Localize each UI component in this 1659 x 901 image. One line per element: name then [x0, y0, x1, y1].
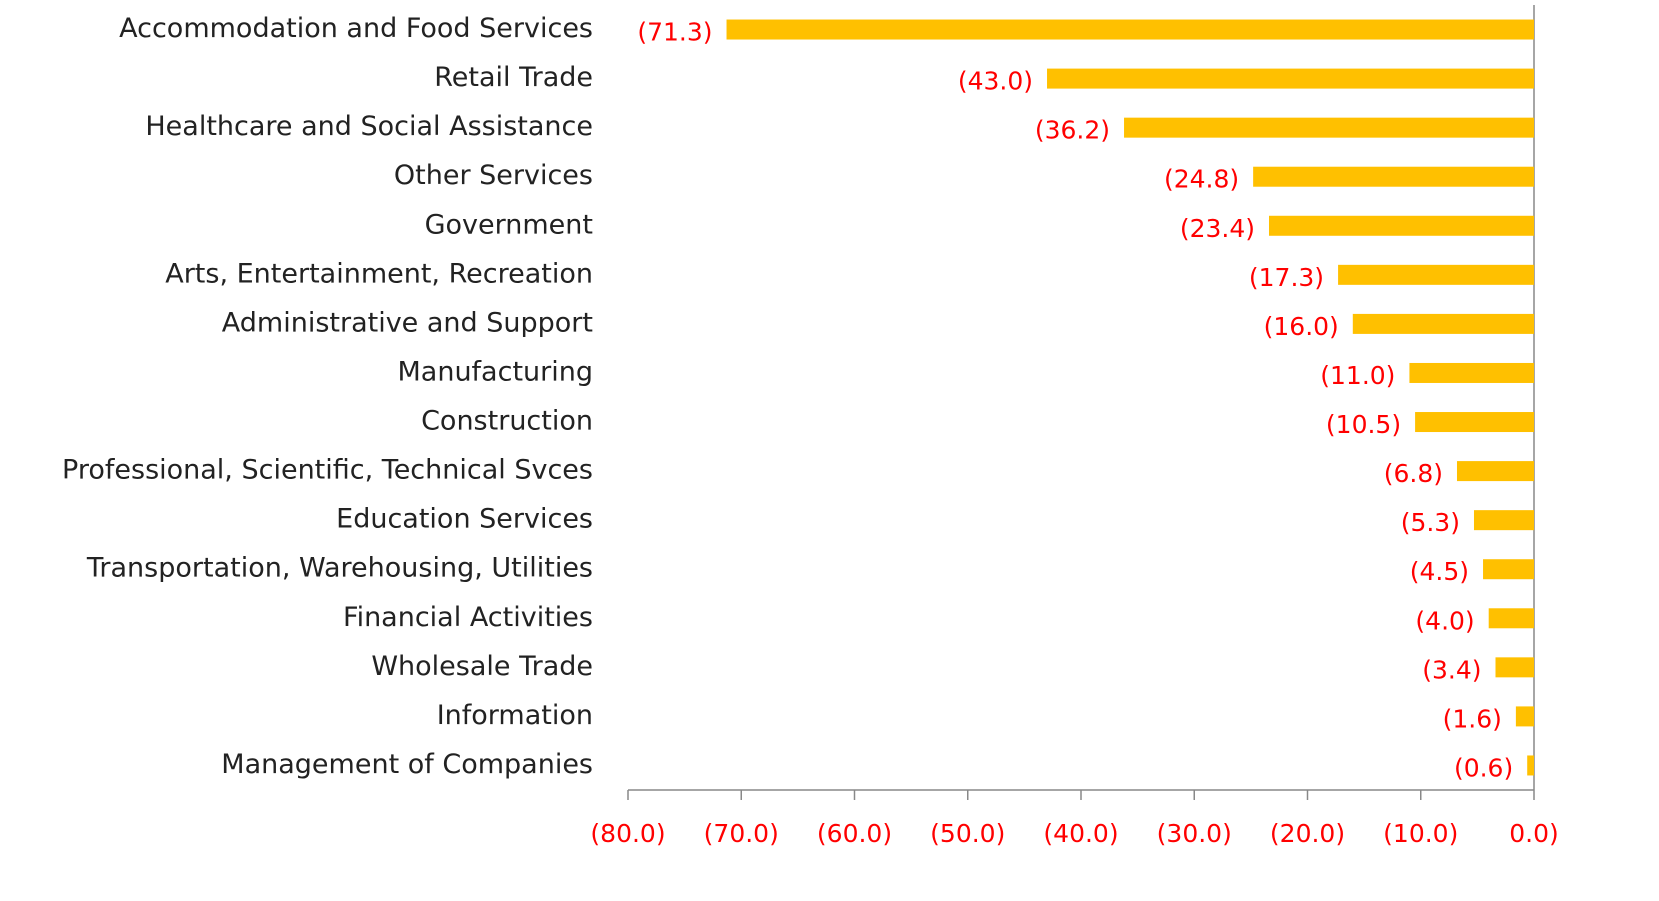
bar: [1488, 608, 1534, 629]
data-label: (43.0): [958, 67, 1033, 96]
y-tick-label: Financial Activities: [343, 602, 593, 633]
y-tick-label: Manufacturing: [397, 356, 593, 387]
data-label: (71.3): [637, 18, 712, 47]
bar: [1495, 657, 1534, 678]
x-tick-label: (20.0): [1270, 819, 1345, 848]
data-label: (24.8): [1164, 165, 1239, 194]
x-tick-label: (50.0): [930, 819, 1005, 848]
data-label: (3.4): [1422, 655, 1481, 684]
x-tick-label: (40.0): [1043, 819, 1118, 848]
data-label: (16.0): [1264, 312, 1339, 341]
bar: [1338, 264, 1534, 285]
y-tick-label: Government: [425, 209, 593, 240]
data-label: (17.3): [1249, 263, 1324, 292]
x-tick-label: (30.0): [1157, 819, 1232, 848]
x-tick-label: (70.0): [704, 819, 779, 848]
bar: [1409, 362, 1534, 383]
bar: [1515, 706, 1534, 727]
bar: [1415, 412, 1534, 433]
data-label: (11.0): [1320, 361, 1395, 390]
bar: [1268, 215, 1534, 236]
y-tick-label: Other Services: [394, 160, 593, 191]
bar: [1483, 559, 1534, 580]
data-label: (5.3): [1401, 508, 1460, 537]
x-tick-label: (10.0): [1383, 819, 1458, 848]
y-tick-label: Management of Companies: [221, 749, 593, 780]
data-label: (4.5): [1410, 557, 1469, 586]
bar: [1352, 313, 1534, 334]
bar: [1527, 755, 1534, 776]
y-tick-label: Education Services: [336, 504, 593, 535]
x-tick-label: (60.0): [817, 819, 892, 848]
y-tick-label: Information: [437, 700, 593, 731]
y-tick-label: Arts, Entertainment, Recreation: [165, 258, 593, 289]
bar: [726, 19, 1534, 40]
bar: [1473, 510, 1534, 531]
data-label: (1.6): [1443, 704, 1502, 733]
data-label: (36.2): [1035, 116, 1110, 145]
data-label: (4.0): [1415, 606, 1474, 635]
bar: [1253, 166, 1534, 187]
x-tick-label: (80.0): [590, 819, 665, 848]
data-label: (10.5): [1326, 410, 1401, 439]
y-tick-label: Transportation, Warehousing, Utilities: [86, 553, 593, 584]
y-tick-label: Accommodation and Food Services: [119, 13, 593, 44]
data-label: (0.6): [1454, 753, 1513, 782]
y-tick-label: Wholesale Trade: [371, 651, 593, 682]
y-tick-label: Retail Trade: [434, 62, 593, 93]
x-tick-label: 0.0): [1509, 819, 1559, 848]
y-tick-label: Construction: [421, 406, 593, 437]
y-tick-label: Healthcare and Social Assistance: [145, 111, 593, 142]
data-label: (6.8): [1384, 459, 1443, 488]
bar: [1456, 461, 1534, 482]
y-tick-label: Professional, Scientific, Technical Svce…: [62, 455, 593, 486]
bar: [1047, 68, 1534, 89]
data-label: (23.4): [1180, 214, 1255, 243]
bar: [1124, 117, 1534, 138]
y-tick-label: Administrative and Support: [222, 307, 593, 338]
